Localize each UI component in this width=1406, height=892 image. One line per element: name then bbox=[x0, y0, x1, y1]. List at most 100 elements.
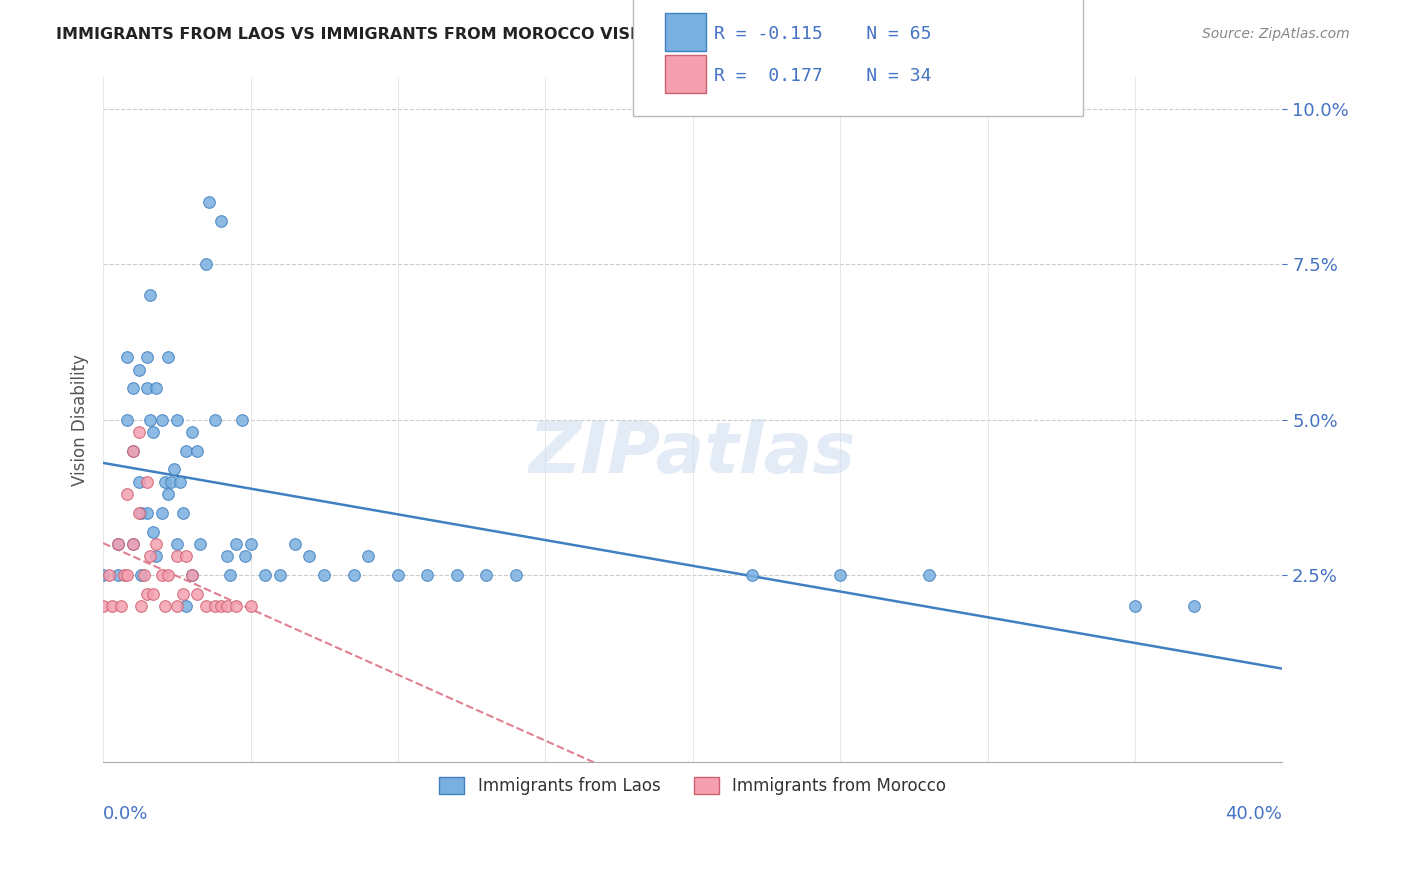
Point bbox=[136, 382, 159, 396]
Point bbox=[153, 475, 176, 489]
Point bbox=[209, 599, 232, 614]
Point bbox=[166, 599, 188, 614]
Point bbox=[387, 568, 409, 582]
Point bbox=[357, 549, 380, 564]
Point bbox=[204, 412, 226, 426]
Point bbox=[225, 537, 247, 551]
Point bbox=[174, 549, 197, 564]
Point bbox=[128, 506, 150, 520]
Point bbox=[145, 549, 167, 564]
Point bbox=[115, 568, 138, 582]
Point bbox=[231, 412, 253, 426]
Point bbox=[186, 587, 208, 601]
Point bbox=[343, 568, 366, 582]
Point bbox=[142, 587, 165, 601]
Point bbox=[830, 568, 852, 582]
Point bbox=[166, 412, 188, 426]
Point bbox=[150, 568, 173, 582]
Point bbox=[215, 599, 238, 614]
Point bbox=[150, 506, 173, 520]
Point bbox=[128, 363, 150, 377]
Text: ZIPatlas: ZIPatlas bbox=[529, 419, 856, 488]
Point bbox=[1182, 599, 1205, 614]
Point bbox=[190, 537, 212, 551]
Point bbox=[145, 537, 167, 551]
Point bbox=[186, 443, 208, 458]
Point bbox=[115, 412, 138, 426]
Text: IMMIGRANTS FROM LAOS VS IMMIGRANTS FROM MOROCCO VISION DISABILITY CORRELATION CH: IMMIGRANTS FROM LAOS VS IMMIGRANTS FROM … bbox=[56, 27, 966, 42]
Point bbox=[139, 412, 162, 426]
Point bbox=[139, 549, 162, 564]
Point bbox=[233, 549, 256, 564]
Point bbox=[219, 568, 242, 582]
Point bbox=[163, 462, 186, 476]
Point bbox=[131, 568, 153, 582]
Point bbox=[225, 599, 247, 614]
Point bbox=[121, 443, 143, 458]
Point bbox=[107, 537, 129, 551]
Point bbox=[121, 537, 143, 551]
Point bbox=[110, 599, 132, 614]
Point bbox=[107, 537, 129, 551]
Point bbox=[174, 443, 197, 458]
Point bbox=[204, 599, 226, 614]
Point bbox=[156, 351, 179, 365]
Point bbox=[505, 568, 527, 582]
Point bbox=[145, 382, 167, 396]
Point bbox=[139, 288, 162, 302]
Point bbox=[134, 568, 156, 582]
Point bbox=[128, 425, 150, 439]
Point bbox=[314, 568, 336, 582]
Point bbox=[1123, 599, 1146, 614]
Point bbox=[269, 568, 291, 582]
Point bbox=[195, 257, 218, 271]
Point bbox=[195, 599, 218, 614]
Point bbox=[115, 351, 138, 365]
Point bbox=[446, 568, 468, 582]
Point bbox=[180, 425, 202, 439]
Point bbox=[121, 537, 143, 551]
Point bbox=[166, 549, 188, 564]
Point bbox=[416, 568, 439, 582]
Point bbox=[741, 568, 763, 582]
Point bbox=[180, 568, 202, 582]
Point bbox=[172, 506, 194, 520]
Text: 40.0%: 40.0% bbox=[1226, 805, 1282, 823]
Point bbox=[172, 587, 194, 601]
Point bbox=[239, 599, 262, 614]
Point bbox=[156, 487, 179, 501]
Point bbox=[131, 506, 153, 520]
Point bbox=[107, 568, 129, 582]
Point bbox=[121, 443, 143, 458]
Point bbox=[136, 587, 159, 601]
Point bbox=[98, 568, 121, 582]
Point bbox=[121, 382, 143, 396]
Point bbox=[160, 475, 183, 489]
Point bbox=[917, 568, 939, 582]
Point bbox=[198, 194, 221, 209]
Point bbox=[298, 549, 321, 564]
Point bbox=[128, 475, 150, 489]
Text: R = -0.115    N = 65: R = -0.115 N = 65 bbox=[714, 25, 932, 43]
Point bbox=[209, 213, 232, 227]
Point bbox=[150, 412, 173, 426]
Point bbox=[91, 599, 114, 614]
Legend: Immigrants from Laos, Immigrants from Morocco: Immigrants from Laos, Immigrants from Mo… bbox=[433, 770, 953, 801]
Point bbox=[136, 506, 159, 520]
Point bbox=[136, 475, 159, 489]
Y-axis label: Vision Disability: Vision Disability bbox=[72, 353, 89, 485]
Point bbox=[101, 599, 124, 614]
Point bbox=[142, 425, 165, 439]
Point bbox=[112, 568, 135, 582]
Point bbox=[136, 351, 159, 365]
Text: R =  0.177    N = 34: R = 0.177 N = 34 bbox=[714, 67, 932, 85]
Point bbox=[174, 599, 197, 614]
Point bbox=[475, 568, 498, 582]
Point bbox=[131, 599, 153, 614]
Point bbox=[142, 524, 165, 539]
Text: 0.0%: 0.0% bbox=[103, 805, 149, 823]
Text: Source: ZipAtlas.com: Source: ZipAtlas.com bbox=[1202, 27, 1350, 41]
Point bbox=[166, 537, 188, 551]
Point bbox=[180, 568, 202, 582]
Point bbox=[156, 568, 179, 582]
